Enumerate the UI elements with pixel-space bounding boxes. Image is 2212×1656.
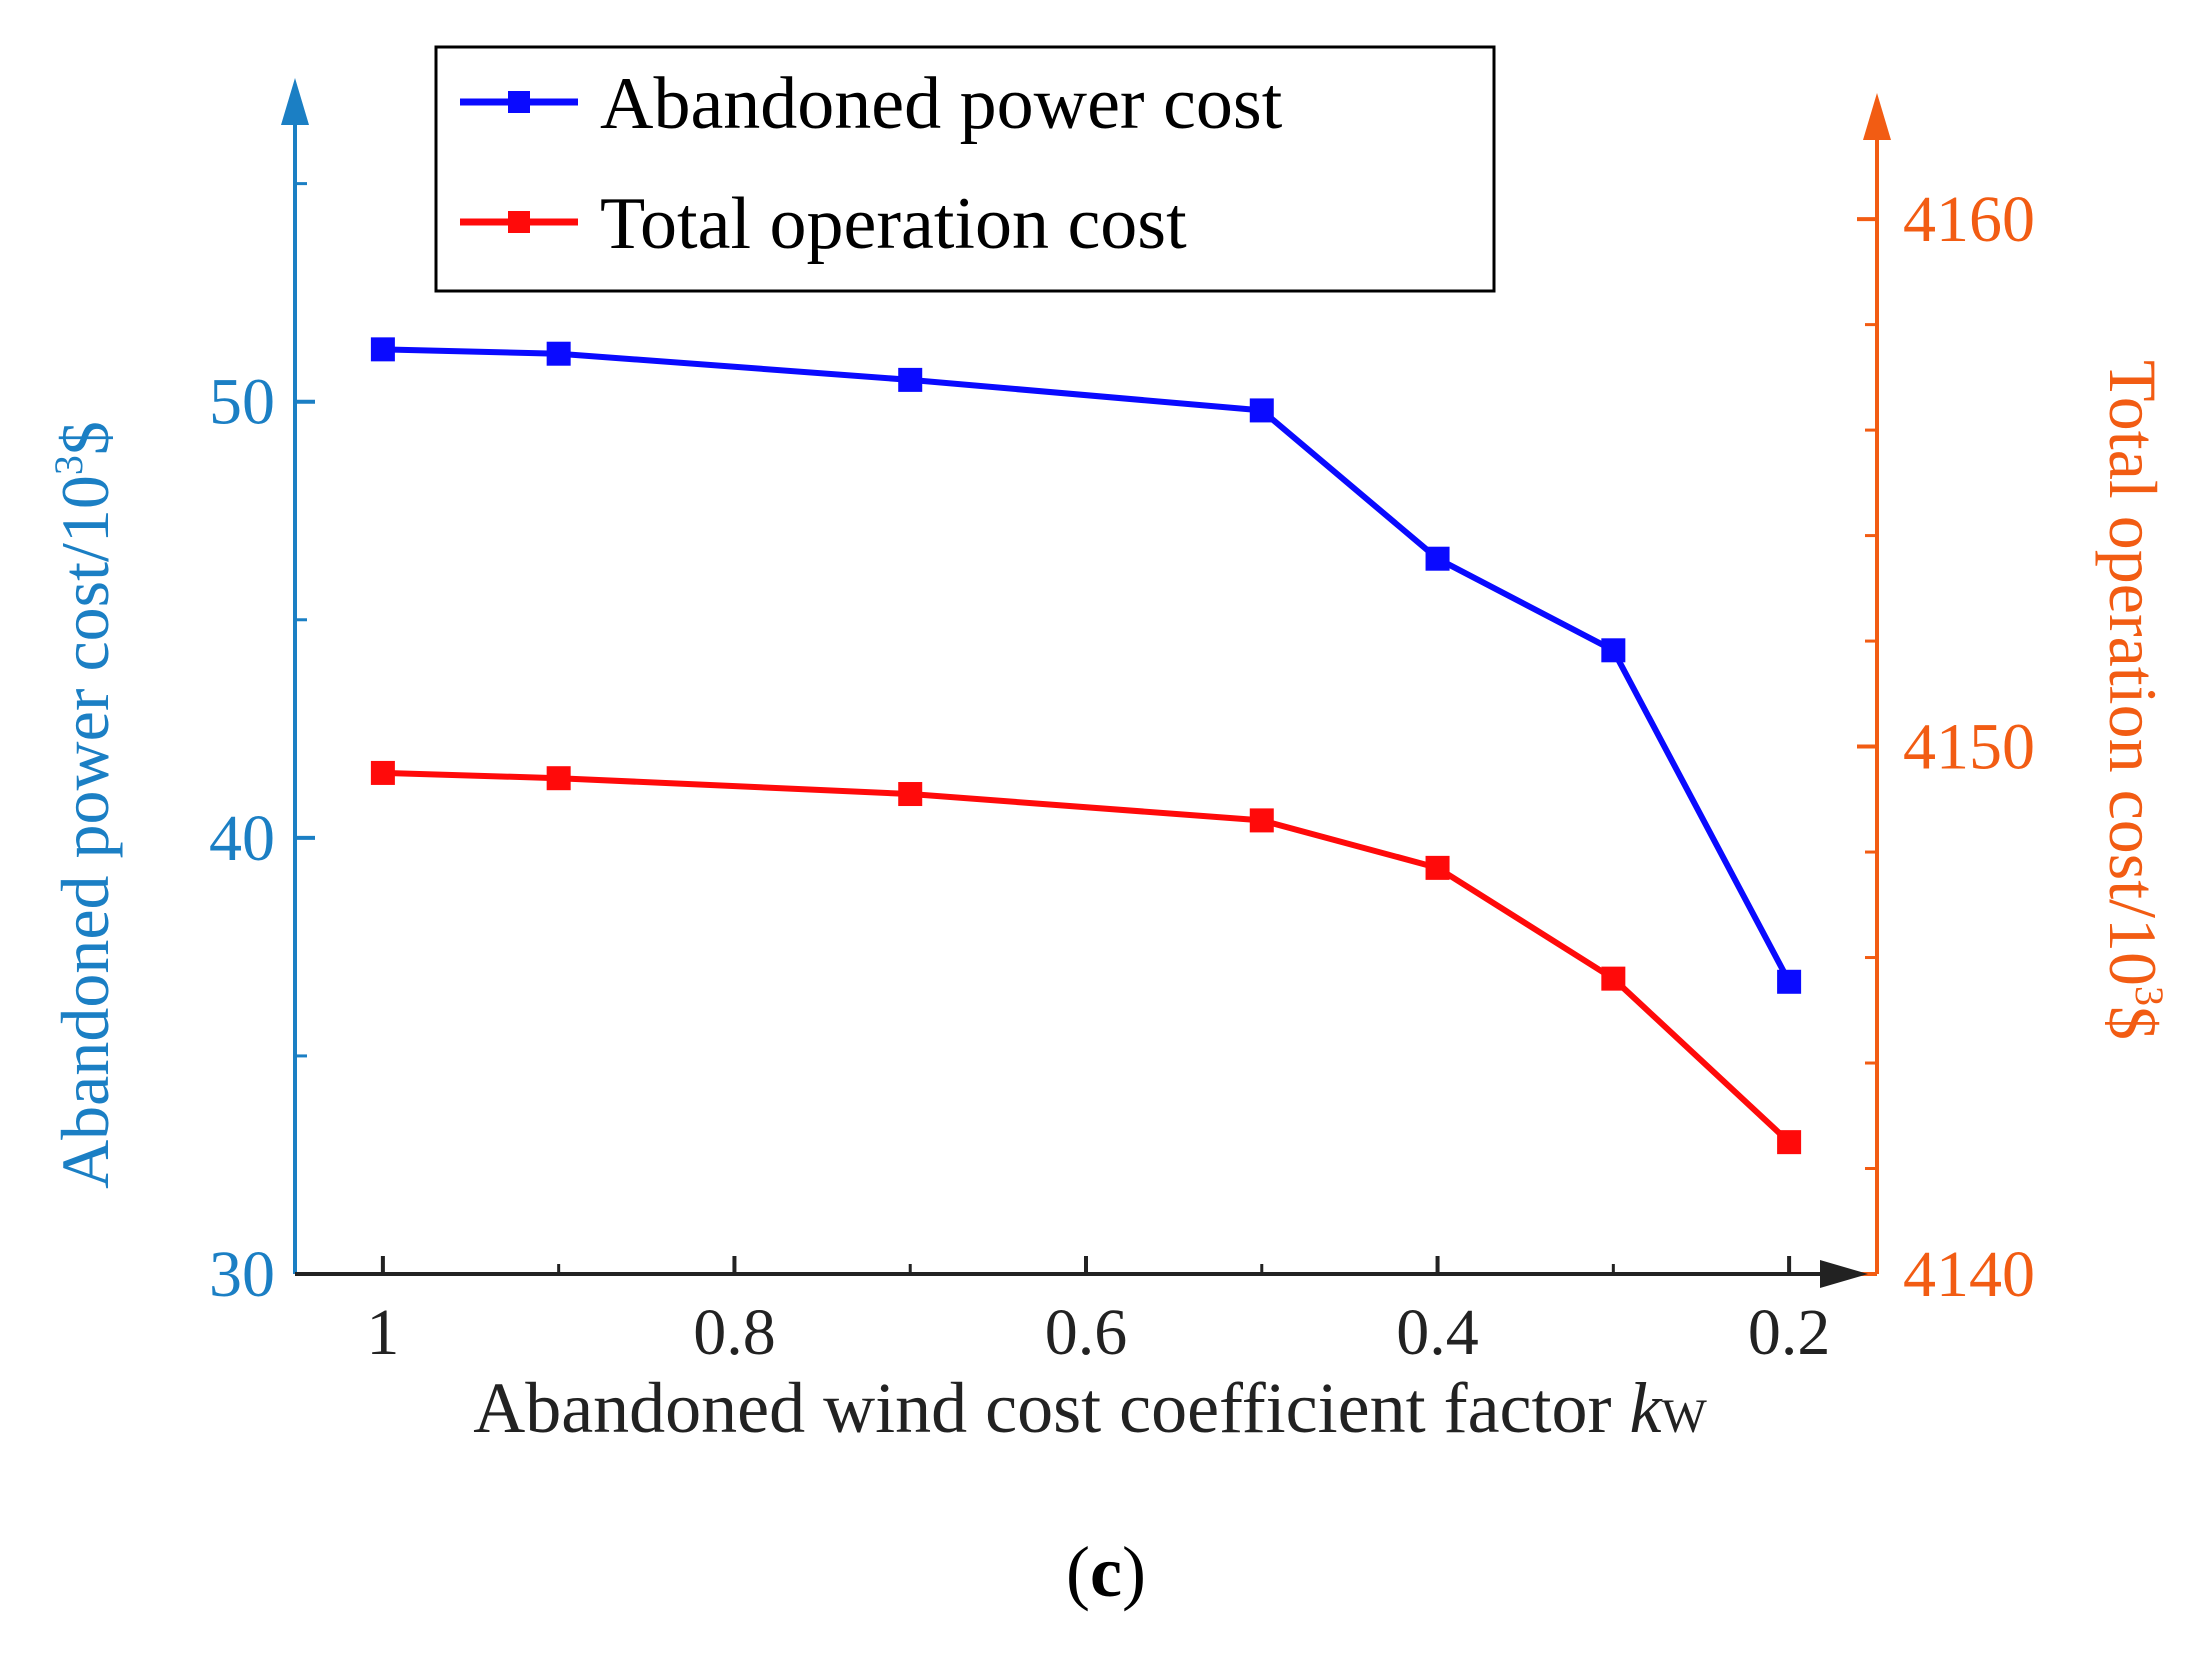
- series-line-total-operation-cost: [382, 769, 1792, 1145]
- right-tick-label: 4140: [1903, 1238, 2035, 1311]
- data-point-abandoned-power-cost: [546, 341, 571, 366]
- x-axis-title-text: Abandoned wind cost coefficient factor: [473, 1368, 1629, 1448]
- left-axis-title-exp: 3: [46, 455, 91, 475]
- series-line-abandoned-power-cost: [382, 346, 1792, 984]
- left-axis-title-text: Abandoned power cost/10: [47, 475, 123, 1189]
- data-point-abandoned-power-cost: [1249, 398, 1274, 423]
- data-point-abandoned-power-cost: [898, 367, 923, 392]
- data-point-abandoned-power-cost: [370, 337, 395, 362]
- right-axis-title-exp: 3: [2127, 986, 2172, 1006]
- x-tick-label: 0.8: [693, 1296, 776, 1369]
- left-y-axis: 30 40 50: [209, 78, 315, 1311]
- x-axis: 1 0.8 0.6 0.4 0.2: [295, 1256, 1868, 1369]
- right-axis-title: Total operation cost/103$: [2095, 360, 2172, 1040]
- data-point-total-operation-cost: [1249, 808, 1274, 833]
- x-tick-label: 0.6: [1045, 1296, 1128, 1369]
- right-axis-title-text: Total operation cost/10: [2095, 360, 2171, 986]
- data-point-total-operation-cost: [1601, 966, 1626, 991]
- legend-box: [434, 45, 1496, 293]
- caption-open: (: [1066, 1532, 1090, 1612]
- x-tick-label: 0.2: [1748, 1296, 1831, 1369]
- data-point-total-operation-cost: [898, 782, 923, 807]
- legend-label-total-operation-cost: Total operation cost: [600, 183, 1187, 265]
- left-tick-label: 50: [209, 366, 275, 439]
- x-axis-arrow: [1820, 1260, 1868, 1288]
- data-point-abandoned-power-cost: [1601, 638, 1626, 663]
- legend-marker-total-operation-cost: [508, 211, 530, 233]
- left-axis-title: Abandoned power cost/103$: [46, 421, 123, 1189]
- right-tick-label: 4160: [1903, 183, 2035, 256]
- x-axis-title-sub: W: [1661, 1390, 1707, 1443]
- right-axis-arrow: [1863, 93, 1891, 140]
- right-tick-label: 4150: [1903, 711, 2035, 784]
- caption-letter: c: [1090, 1532, 1122, 1612]
- legend-marker-abandoned-power-cost: [508, 91, 530, 113]
- figure-caption: (c): [1066, 1532, 1146, 1612]
- data-point-abandoned-power-cost: [1777, 969, 1802, 994]
- legend: Abandoned power cost Total operation cos…: [434, 45, 1496, 293]
- data-point-total-operation-cost: [370, 760, 395, 785]
- data-point-total-operation-cost: [1425, 855, 1450, 880]
- left-axis-arrow: [281, 78, 309, 125]
- x-axis-title-var: k: [1629, 1368, 1663, 1448]
- data-point-total-operation-cost: [546, 766, 571, 791]
- caption-close: ): [1122, 1532, 1146, 1612]
- data-point-total-operation-cost: [1777, 1130, 1802, 1155]
- left-tick-label: 40: [209, 802, 275, 875]
- x-tick-label: 1: [366, 1296, 399, 1369]
- right-y-axis: 4140 4150 4160: [1857, 93, 2035, 1311]
- x-tick-label: 0.4: [1396, 1296, 1479, 1369]
- left-axis-title-unit: $: [47, 421, 123, 455]
- right-axis-title-unit: $: [2095, 1006, 2171, 1040]
- left-tick-label: 30: [209, 1238, 275, 1311]
- legend-label-abandoned-power-cost: Abandoned power cost: [600, 63, 1283, 145]
- plot-area: [370, 337, 1802, 1155]
- x-axis-title: Abandoned wind cost coefficient factor k…: [473, 1368, 1707, 1448]
- data-point-abandoned-power-cost: [1425, 546, 1450, 571]
